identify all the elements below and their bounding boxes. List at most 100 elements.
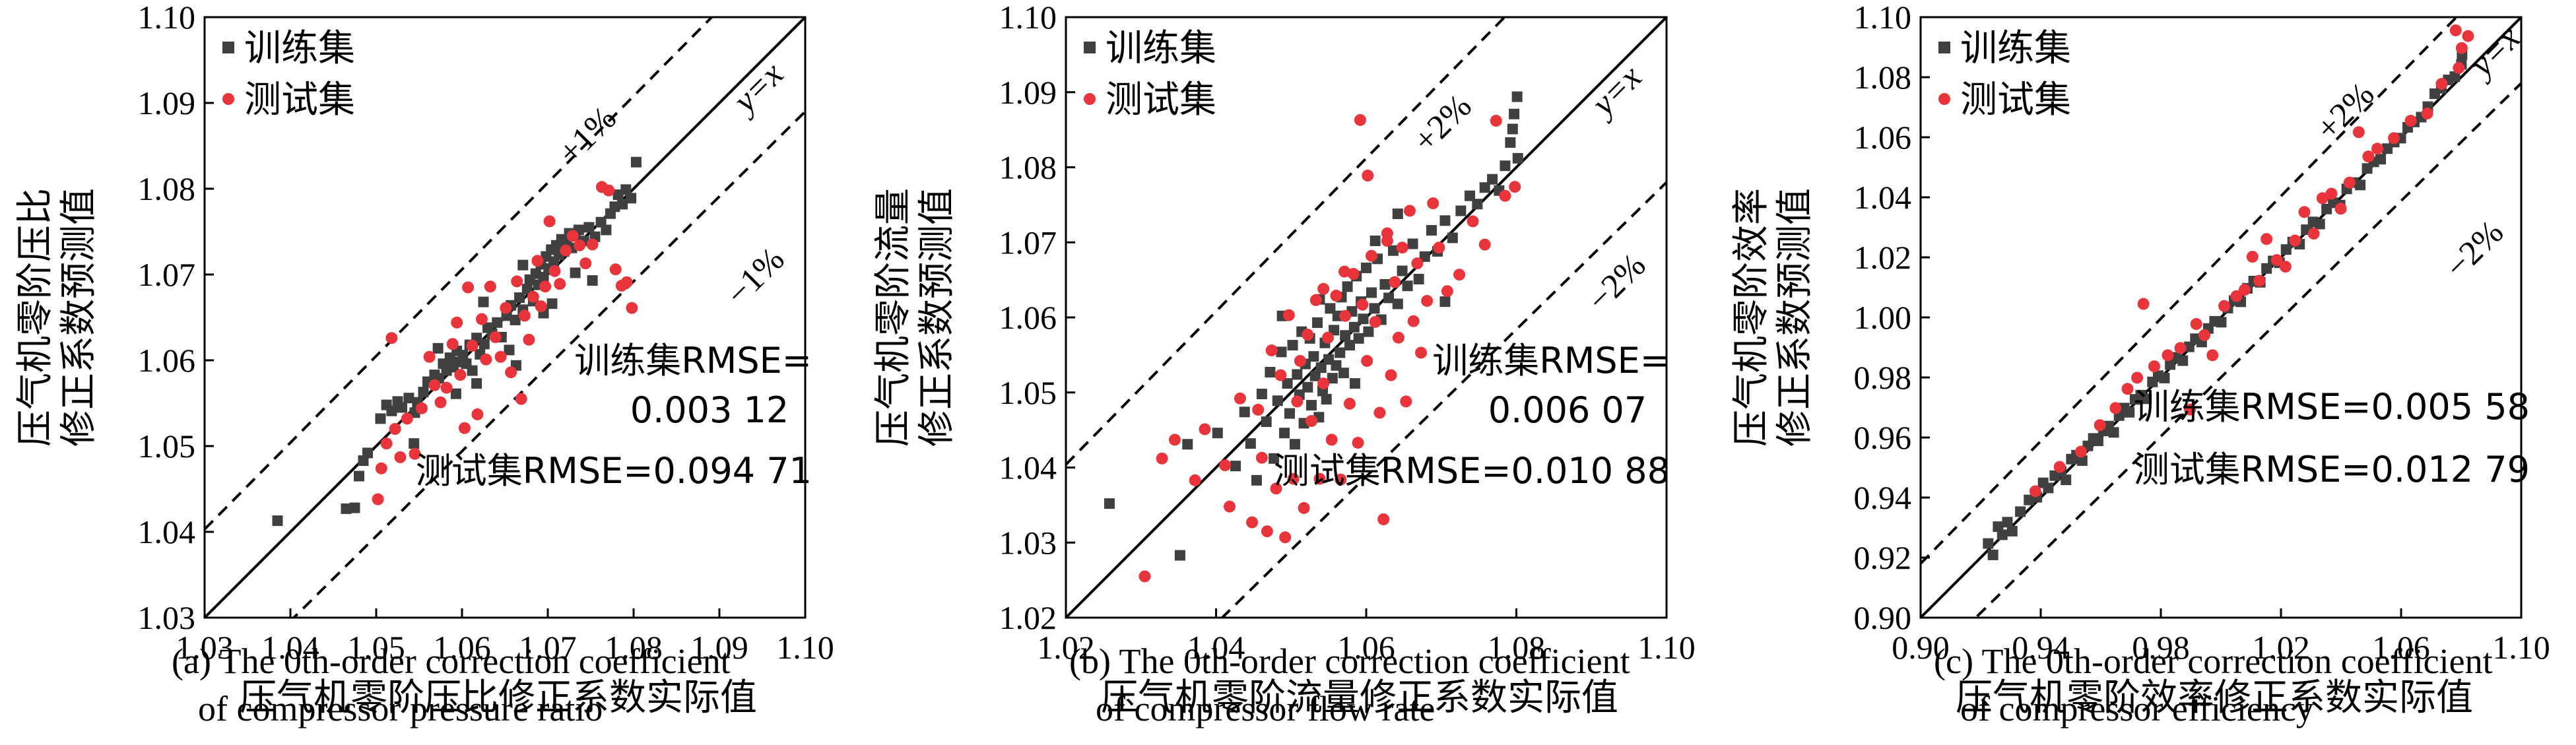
test-point (2298, 206, 2311, 218)
test-point (1270, 482, 1282, 495)
y-tick-label: 1.08 (999, 149, 1057, 186)
y-tick-label: 1.04 (138, 513, 196, 550)
test-point (539, 280, 552, 293)
rmse-annotation-line: 训练集RMSE= (1432, 340, 1670, 381)
identity-line-label: y=x (724, 55, 791, 122)
test-point (1305, 414, 1317, 427)
train-point (1447, 232, 1458, 243)
x-tick-label: 1.04 (1187, 629, 1245, 666)
test-point (2094, 419, 2106, 432)
test-point (434, 396, 447, 408)
train-point (2043, 482, 2054, 494)
test-point (380, 437, 393, 450)
test-point (1343, 397, 1356, 410)
test-point (574, 239, 586, 251)
train-point (1327, 373, 1338, 384)
train-point (1505, 137, 1516, 148)
rmse-annotation-line: 训练集RMSE=0.005 58 (2134, 386, 2530, 428)
test-point (560, 244, 572, 257)
test-point (2230, 290, 2243, 302)
train-point (1344, 340, 1355, 351)
y-tick-label: 1.02 (999, 599, 1057, 636)
train-point (1239, 406, 1250, 418)
test-point (2435, 78, 2448, 90)
train-point (1174, 550, 1185, 561)
train-point (354, 470, 364, 482)
test-point (1427, 197, 1439, 210)
legend-test-marker (222, 93, 234, 105)
train-point (1479, 182, 1490, 193)
test-point (458, 422, 471, 434)
train-point (1361, 262, 1371, 273)
x-tick-label: 1.10 (2492, 629, 2550, 666)
train-point (1349, 378, 1360, 389)
train-point (1993, 521, 2004, 533)
train-point (492, 317, 503, 328)
test-point (2325, 187, 2338, 200)
train-point (1363, 326, 1374, 337)
y-axis-title-line: 修正系数预测值 (915, 188, 958, 447)
train-point (2124, 406, 2135, 418)
y-tick-label: 1.09 (138, 84, 196, 121)
test-point (2279, 261, 2292, 273)
test-point (531, 255, 544, 267)
panel-caption-line: of compressor efficiency (1960, 689, 2314, 729)
test-point (1223, 500, 1236, 513)
train-point (272, 515, 283, 527)
test-point (462, 281, 475, 294)
test-point (2137, 298, 2150, 310)
test-point (1369, 315, 1381, 328)
train-point (341, 503, 352, 514)
train-point (1104, 498, 1115, 509)
y-axis-title-line: 压气机零阶流量 (872, 188, 915, 447)
legend-train-marker (1084, 42, 1096, 53)
train-point (478, 296, 489, 308)
y-axis-title-line: 压气机零阶压比 (14, 188, 57, 447)
x-tick-label: 0.90 (1892, 629, 1950, 666)
test-point (2109, 402, 2122, 414)
y-tick-label: 1.05 (138, 428, 196, 465)
lower-band-line (1220, 181, 1667, 618)
legend-train-label: 训练集 (1106, 27, 1216, 70)
test-point (2343, 176, 2356, 189)
train-point (1269, 453, 1280, 464)
test-point (1255, 451, 1268, 464)
train-point (1182, 439, 1193, 450)
y-tick-label: 1.10 (138, 0, 196, 36)
train-point (418, 387, 429, 398)
train-point (1340, 330, 1351, 341)
x-tick-label: 1.06 (2372, 629, 2430, 666)
test-point (1252, 403, 1265, 416)
upper-band-line (1921, 17, 2459, 565)
test-point (2184, 403, 2196, 416)
train-point (1439, 215, 1451, 226)
test-point (1453, 269, 1466, 281)
y-tick-label: 1.06 (1854, 119, 1912, 156)
y-tick-label: 1.10 (1854, 0, 1912, 36)
x-tick-label: 1.04 (261, 629, 319, 666)
test-point (1298, 502, 1310, 514)
test-point (1168, 434, 1181, 446)
panel-b-flow-rate: 1.02 1.04 1.06 1.08 1.10 1.02 1.03 1.04 1.05 1.06… (872, 0, 1696, 729)
test-point (626, 302, 638, 314)
train-point (2216, 317, 2227, 328)
train-point (1284, 408, 1295, 419)
train-point (386, 405, 397, 416)
train-point (1265, 367, 1276, 378)
train-point (1348, 321, 1360, 333)
test-point (1335, 473, 1347, 486)
test-point (2307, 228, 2320, 240)
test-point (489, 331, 502, 343)
rmse-annotation-line: 训练集RMSE= (574, 340, 812, 381)
train-point (1402, 280, 1413, 292)
panel-caption-line: (c) The 0th-order correction coefficient (1934, 641, 2493, 681)
axes-frame (203, 16, 807, 619)
train-point (2159, 372, 2170, 383)
legend-train-label: 训练集 (1960, 27, 2071, 70)
test-point (1189, 474, 1201, 486)
y-axis-title-line: 修正系数预测值 (1773, 188, 1816, 447)
train-point (2015, 506, 2026, 517)
test-point (2449, 24, 2462, 37)
test-point (1441, 285, 1453, 298)
test-point (2462, 30, 2474, 42)
